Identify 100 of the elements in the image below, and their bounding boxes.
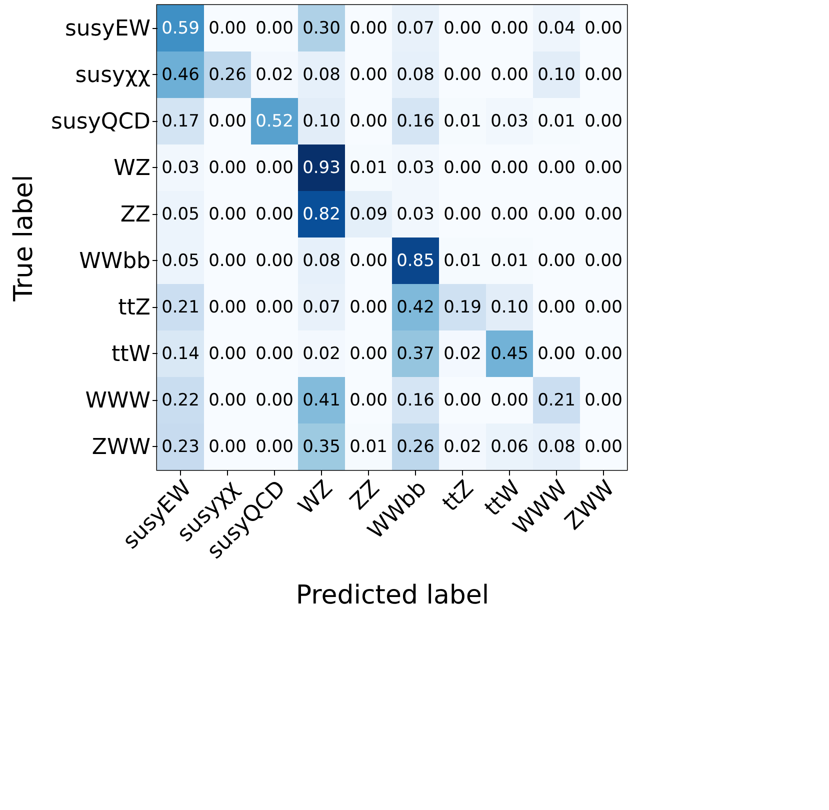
data-label: 0.02 bbox=[302, 344, 340, 364]
data-label: 0.00 bbox=[584, 390, 622, 410]
data-label: 0.00 bbox=[444, 64, 482, 85]
data-label: 0.00 bbox=[350, 297, 388, 318]
y-tick-label: ttW bbox=[111, 342, 151, 367]
data-label: 0.00 bbox=[538, 158, 576, 178]
data-label: 0.30 bbox=[302, 18, 340, 38]
data-label: 0.93 bbox=[302, 158, 340, 178]
data-label: 0.00 bbox=[350, 250, 388, 271]
data-label: 0.07 bbox=[396, 18, 434, 38]
data-label: 0.00 bbox=[490, 158, 528, 178]
data-label: 0.00 bbox=[208, 436, 246, 457]
data-label: 0.00 bbox=[538, 250, 576, 271]
data-label: 0.00 bbox=[208, 158, 246, 178]
data-label: 0.46 bbox=[162, 64, 200, 85]
data-label: 0.21 bbox=[538, 390, 576, 410]
y-tick-label: susyQCD bbox=[50, 109, 150, 134]
data-label: 0.00 bbox=[208, 297, 246, 318]
y-tick-label: susyEW bbox=[64, 16, 151, 42]
data-label: 0.00 bbox=[538, 297, 576, 318]
data-label: 0.00 bbox=[256, 204, 294, 224]
data-label: 0.01 bbox=[538, 111, 576, 132]
data-label: 0.82 bbox=[302, 204, 340, 224]
data-label: 0.03 bbox=[490, 111, 528, 132]
data-label: 0.16 bbox=[396, 111, 434, 132]
data-label: 0.85 bbox=[396, 250, 434, 271]
data-label: 0.00 bbox=[208, 18, 246, 38]
data-label: 0.00 bbox=[584, 111, 622, 132]
data-label: 0.41 bbox=[302, 390, 340, 410]
data-label: 0.00 bbox=[350, 18, 388, 38]
data-label: 0.10 bbox=[302, 111, 340, 132]
data-label: 0.23 bbox=[162, 436, 200, 457]
data-label: 0.10 bbox=[490, 297, 528, 318]
y-tick-label: susyχχ bbox=[75, 62, 151, 88]
data-label: 0.21 bbox=[162, 297, 200, 318]
data-label: 0.52 bbox=[256, 111, 294, 132]
data-label: 0.05 bbox=[162, 204, 200, 224]
data-label: 0.03 bbox=[396, 204, 434, 224]
data-label: 0.00 bbox=[444, 204, 482, 224]
data-label: 0.01 bbox=[490, 250, 528, 271]
data-label: 0.00 bbox=[444, 158, 482, 178]
y-tick-label: ZZ bbox=[120, 202, 150, 228]
data-label: 0.00 bbox=[208, 344, 246, 364]
data-label: 0.22 bbox=[162, 390, 200, 410]
data-label: 0.00 bbox=[444, 390, 482, 410]
data-label: 0.00 bbox=[256, 436, 294, 457]
data-label: 0.04 bbox=[538, 18, 576, 38]
data-label: 0.00 bbox=[444, 18, 482, 38]
data-label: 0.00 bbox=[256, 250, 294, 271]
data-label: 0.00 bbox=[490, 18, 528, 38]
data-label: 0.59 bbox=[162, 18, 200, 38]
data-label: 0.00 bbox=[350, 344, 388, 364]
data-label: 0.00 bbox=[350, 390, 388, 410]
y-tick-label: WWbb bbox=[79, 248, 150, 274]
data-label: 0.00 bbox=[208, 111, 246, 132]
data-label: 0.07 bbox=[302, 297, 340, 318]
data-label: 0.00 bbox=[350, 64, 388, 85]
data-label: 0.00 bbox=[584, 64, 622, 85]
data-label: 0.02 bbox=[444, 436, 482, 457]
data-label: 0.05 bbox=[162, 250, 200, 271]
data-label: 0.00 bbox=[584, 297, 622, 318]
data-label: 0.09 bbox=[350, 204, 388, 224]
data-label: 0.00 bbox=[256, 297, 294, 318]
data-label: 0.00 bbox=[208, 250, 246, 271]
data-label: 0.16 bbox=[396, 390, 434, 410]
data-label: 0.00 bbox=[256, 390, 294, 410]
data-label: 0.01 bbox=[350, 158, 388, 178]
data-label: 0.00 bbox=[584, 158, 622, 178]
data-label: 0.06 bbox=[490, 436, 528, 457]
data-label: 0.03 bbox=[396, 158, 434, 178]
data-label: 0.01 bbox=[350, 436, 388, 457]
data-label: 0.26 bbox=[208, 64, 246, 85]
data-label: 0.10 bbox=[538, 64, 576, 85]
data-label: 0.00 bbox=[538, 344, 576, 364]
x-tick-label: ttZ bbox=[438, 476, 479, 517]
data-label: 0.02 bbox=[444, 344, 482, 364]
data-label: 0.01 bbox=[444, 250, 482, 271]
data-label: 0.00 bbox=[208, 204, 246, 224]
x-tick-label: WZ bbox=[294, 476, 338, 520]
data-label: 0.01 bbox=[444, 111, 482, 132]
data-label: 0.00 bbox=[490, 390, 528, 410]
x-axis-title: Predicted label bbox=[296, 580, 490, 611]
y-tick-label: ZWW bbox=[92, 434, 151, 460]
data-label: 0.00 bbox=[490, 204, 528, 224]
y-tick-label: WWW bbox=[85, 388, 151, 414]
data-label: 0.00 bbox=[538, 204, 576, 224]
data-label: 0.19 bbox=[444, 297, 482, 318]
data-label: 0.14 bbox=[162, 344, 200, 364]
data-label: 0.42 bbox=[396, 297, 434, 318]
data-label: 0.37 bbox=[396, 344, 434, 364]
y-tick-label: ttZ bbox=[118, 295, 150, 320]
data-label: 0.08 bbox=[302, 64, 340, 85]
data-label: 0.00 bbox=[208, 390, 246, 410]
data-label: 0.00 bbox=[584, 204, 622, 224]
data-label: 0.00 bbox=[584, 250, 622, 271]
data-label: 0.02 bbox=[256, 64, 294, 85]
data-label: 0.08 bbox=[538, 436, 576, 457]
data-label: 0.26 bbox=[396, 436, 434, 457]
data-label: 0.00 bbox=[350, 111, 388, 132]
data-label: 0.08 bbox=[396, 64, 434, 85]
